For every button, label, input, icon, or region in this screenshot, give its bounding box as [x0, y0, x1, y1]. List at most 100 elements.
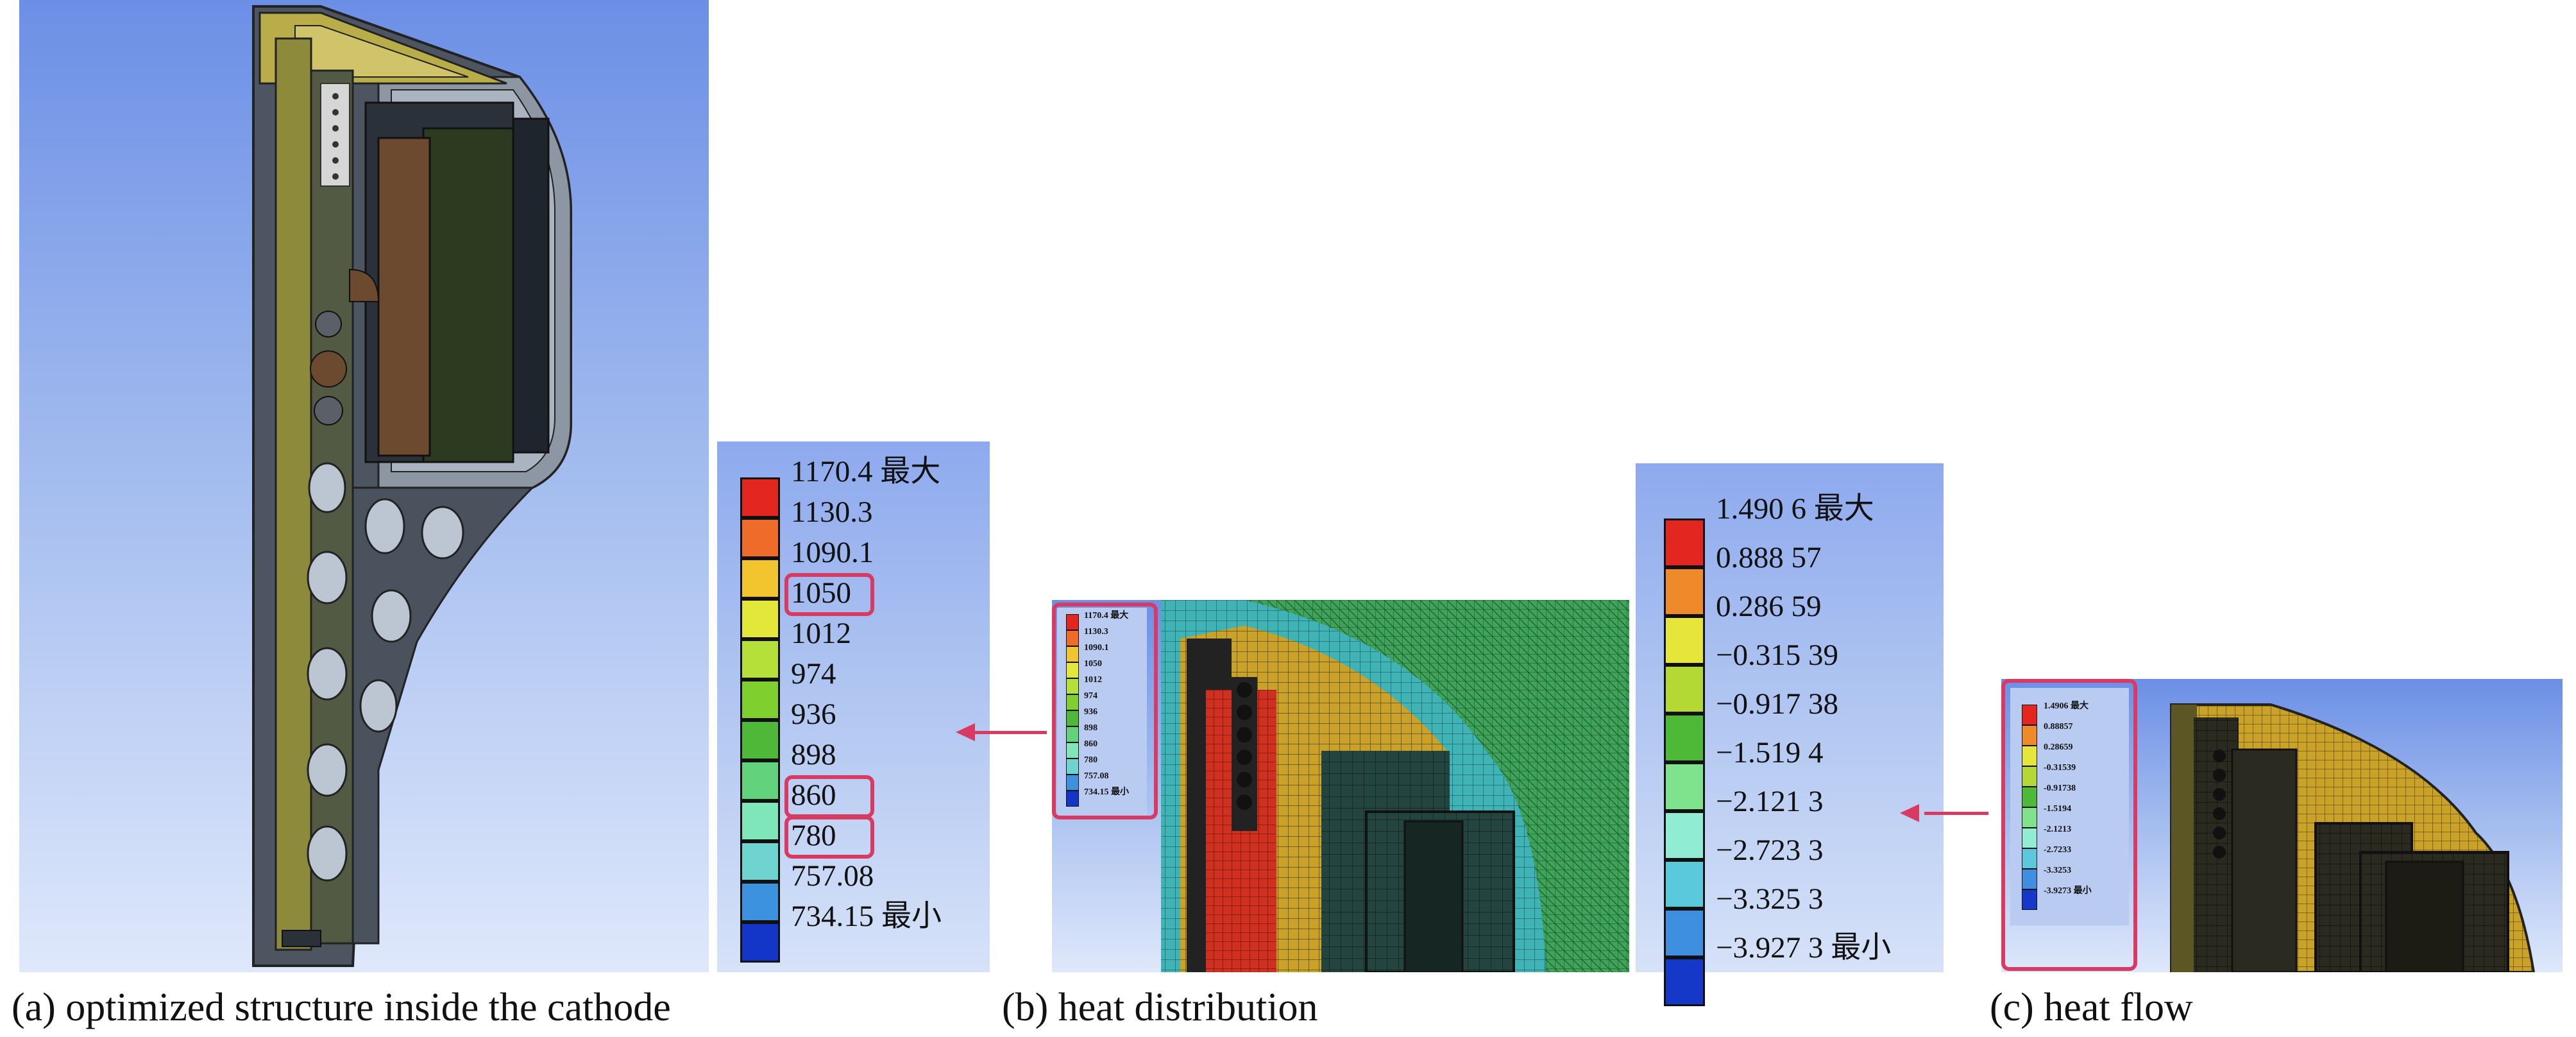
- legend-label: 1.490 6 最大: [1716, 492, 1874, 526]
- small-legend-label: -2.7233: [2044, 845, 2072, 855]
- legend-label: 0.286 59: [1716, 590, 1822, 623]
- small-legend-label: 1090.1: [1084, 643, 1109, 653]
- small-legend-label: 1.4906 最大: [2044, 701, 2089, 711]
- legend-label: −3.325 3: [1716, 882, 1824, 916]
- small-legend-label: 0.28659: [2044, 742, 2073, 752]
- small-legend-swatch: [2022, 705, 2037, 725]
- small-legend-label: 1050: [1084, 659, 1102, 669]
- small-legend-label: 860: [1084, 739, 1097, 749]
- legend-swatch: [1664, 811, 1705, 860]
- small-legend-label: 898: [1084, 723, 1097, 733]
- small-legend-swatch: [1066, 614, 1079, 630]
- legend-swatch: [740, 760, 780, 801]
- small-legend-label: 1130.3: [1084, 627, 1108, 637]
- left-arrow-icon: [975, 731, 1047, 734]
- legend-swatch: [740, 680, 780, 720]
- small-legend-swatch: [1066, 710, 1079, 726]
- small-legend-swatch: [2022, 807, 2037, 828]
- small-legend-label: 0.88857: [2044, 722, 2073, 732]
- small-legend-swatch: [1066, 694, 1079, 710]
- small-legend-label: 780: [1084, 755, 1097, 765]
- small-legend-swatch: [1066, 678, 1079, 694]
- left-arrow-icon: [1924, 812, 1988, 815]
- legend-swatch: [740, 720, 780, 760]
- legend-label: −0.917 38: [1716, 687, 1839, 721]
- legend-label: 1050: [791, 576, 851, 610]
- small-legend-swatch: [2022, 725, 2037, 746]
- heat-distribution-mesh: [1161, 600, 1629, 972]
- small-legend-swatch: [1066, 758, 1079, 775]
- legend-label: 974: [791, 657, 836, 690]
- legend-swatch: [740, 639, 780, 680]
- arrow-head-b: [956, 723, 975, 741]
- small-legend-swatch: [2022, 869, 2037, 889]
- small-legend-swatch: [1066, 791, 1079, 807]
- legend-swatch: [740, 558, 780, 599]
- small-heat-flow-legend: 1.4906 最大 0.88857 0.28659 -0.31539 -0.91738 -…: [2010, 688, 2129, 925]
- small-legend-swatch: [1066, 646, 1079, 662]
- small-legend-label: -3.9273 最小: [2044, 886, 2092, 896]
- legend-swatch: [1664, 665, 1705, 714]
- small-legend-swatch: [1066, 662, 1079, 678]
- small-legend-label: -1.5194: [2044, 804, 2072, 814]
- legend-label: −3.927 3 最小: [1716, 931, 1892, 964]
- legend-swatch: [740, 882, 780, 922]
- small-legend-label: 1012: [1084, 675, 1102, 685]
- legend-swatch: [740, 801, 780, 841]
- heat-flow-legend-panel: 1.490 6 最大 0.888 57 0.286 59 −0.315 39 −0.91…: [1636, 463, 1944, 1006]
- legend-label: −1.519 4: [1716, 736, 1824, 769]
- legend-swatch: [1664, 567, 1705, 616]
- small-legend-swatch: [2022, 848, 2037, 869]
- small-legend-swatch: [1066, 726, 1079, 742]
- legend-label: 757.08: [791, 859, 874, 893]
- legend-value-highlight: [784, 573, 874, 616]
- legend-swatch: [1664, 860, 1705, 909]
- legend-label: 780: [791, 819, 836, 852]
- small-legend-swatch: [2022, 828, 2037, 848]
- legend-swatch: [1664, 957, 1705, 1006]
- legend-swatch: [740, 841, 780, 882]
- small-legend-swatch: [2022, 766, 2037, 787]
- heat-flow-mesh: [2170, 703, 2536, 972]
- caption-a: (a) optimized structure inside the catho…: [12, 986, 671, 1029]
- legend-label: 898: [791, 738, 836, 771]
- temperature-legend-panel: 1170.4 最大 1130.3 1090.1 1050 1012 974 936 898 86…: [717, 441, 990, 972]
- legend-label: 1130.3: [791, 495, 873, 529]
- arrow-head-c: [1900, 804, 1919, 822]
- small-legend-swatch: [2022, 746, 2037, 766]
- legend-value-highlight: [784, 775, 874, 818]
- legend-swatch: [1664, 762, 1705, 811]
- small-legend-label: -2.1213: [2044, 825, 2072, 834]
- legend-label: −0.315 39: [1716, 638, 1839, 672]
- caption-b: (b) heat distribution: [1002, 986, 1318, 1029]
- small-legend-label: 974: [1084, 691, 1097, 701]
- small-legend-label: 734.15 最小: [1084, 787, 1129, 797]
- heat-distribution-panel: 1170.4 最大 1130.3 1090.1 1050 1012 974 936 898 86…: [1052, 600, 1629, 972]
- small-legend-label: -3.3253: [2044, 866, 2072, 875]
- small-legend-swatch: [2022, 889, 2037, 910]
- legend-swatch: [1664, 909, 1705, 957]
- legend-label: 734.15 最小: [791, 900, 942, 933]
- legend-swatch: [740, 477, 780, 518]
- legend-label: 1090.1: [791, 536, 874, 569]
- small-legend-label: 757.08: [1084, 771, 1109, 781]
- legend-label: 1170.4 最大: [791, 455, 941, 488]
- legend-swatch: [740, 518, 780, 558]
- small-legend-swatch: [1066, 742, 1079, 758]
- small-legend-label: 936: [1084, 707, 1097, 717]
- small-legend-swatch: [1066, 630, 1079, 646]
- caption-c: (c) heat flow: [1990, 986, 2193, 1029]
- legend-label: 936: [791, 698, 836, 731]
- legend-label: 0.888 57: [1716, 541, 1822, 574]
- legend-label: −2.121 3: [1716, 785, 1824, 818]
- structure-panel: [19, 0, 709, 972]
- small-legend-label: -0.31539: [2044, 763, 2076, 773]
- heat-flow-panel: 1.4906 最大 0.88857 0.28659 -0.31539 -0.91738 -…: [2001, 679, 2563, 972]
- legend-label: −2.723 3: [1716, 834, 1824, 867]
- legend-swatch: [1664, 714, 1705, 762]
- small-legend-label: -0.91738: [2044, 784, 2076, 793]
- legend-label: 860: [791, 778, 836, 812]
- small-legend-label: 1170.4 最大: [1084, 611, 1129, 621]
- legend-value-highlight: [784, 816, 874, 859]
- legend-swatch: [740, 599, 780, 639]
